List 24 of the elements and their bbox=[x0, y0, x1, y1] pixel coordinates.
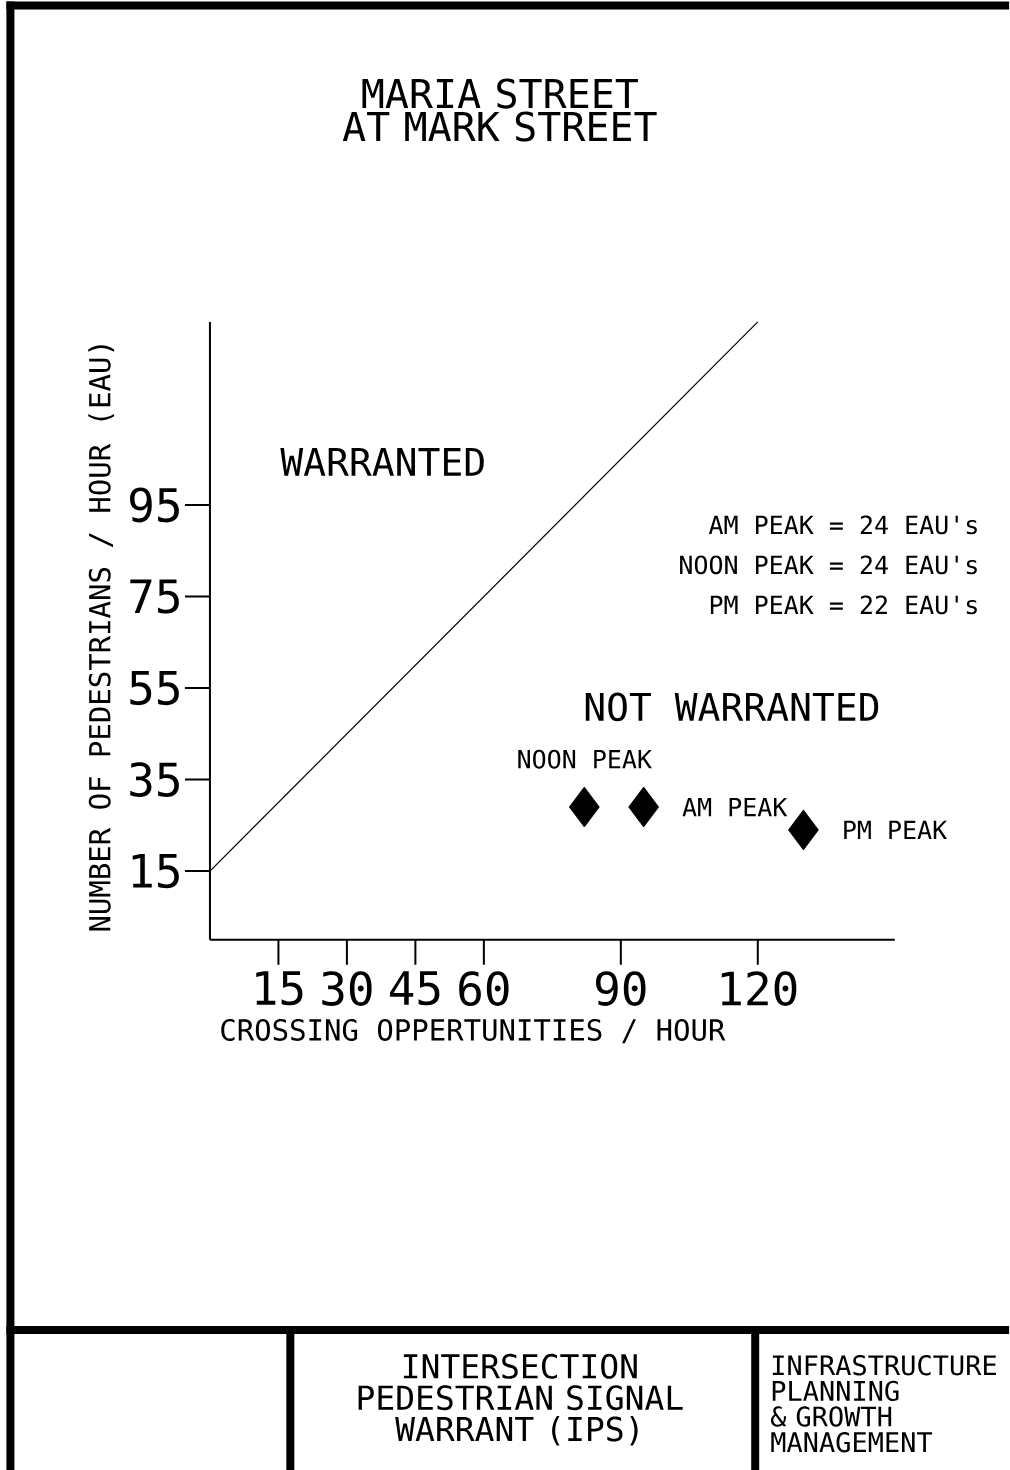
annotation: PM PEAK = 22 EAU's bbox=[710, 595, 977, 615]
y-axis-title: NUMBER OF PEDESTRIANS / HOUR (EAU) bbox=[88, 345, 115, 931]
x-tick-label: 120 bbox=[721, 971, 797, 1006]
annotation: NOON PEAK bbox=[518, 749, 652, 769]
x-tick-label: 90 bbox=[595, 971, 646, 1006]
annotation: AM PEAK bbox=[682, 797, 788, 817]
x-tick-label: 15 bbox=[256, 971, 303, 1006]
x-tick-label: 60 bbox=[459, 971, 509, 1006]
text: INFRASTRUCTURE PLANNING & GROWTH MANAGEMENT bbox=[770, 1355, 996, 1453]
annotation: AM PEAK = 24 EAU's bbox=[708, 515, 977, 535]
x-tick-label: 30 bbox=[322, 971, 372, 1006]
y-tick-label: 95 bbox=[129, 487, 179, 523]
annotation: WARRANTED bbox=[280, 448, 484, 476]
y-tick-label: 15 bbox=[132, 854, 179, 889]
annotation: NOT WARRANTED bbox=[585, 692, 879, 722]
annotation: PM PEAK bbox=[844, 820, 948, 840]
y-tick-label: 35 bbox=[130, 762, 179, 797]
annotation: NOON PEAK = 24 EAU's bbox=[680, 555, 977, 575]
y-tick-label: 75 bbox=[130, 579, 179, 614]
y-tick-label: 55 bbox=[130, 670, 179, 706]
x-axis-title: CROSSING OPPERTUNITIES / HOUR bbox=[221, 1018, 726, 1044]
chart-title: MARIA STREET AT MARK STREET bbox=[342, 78, 657, 142]
text: INTERSECTION PEDESTRIAN SIGNAL WARRANT (IPS) bbox=[358, 1353, 683, 1446]
x-tick-label: 45 bbox=[389, 971, 440, 1006]
